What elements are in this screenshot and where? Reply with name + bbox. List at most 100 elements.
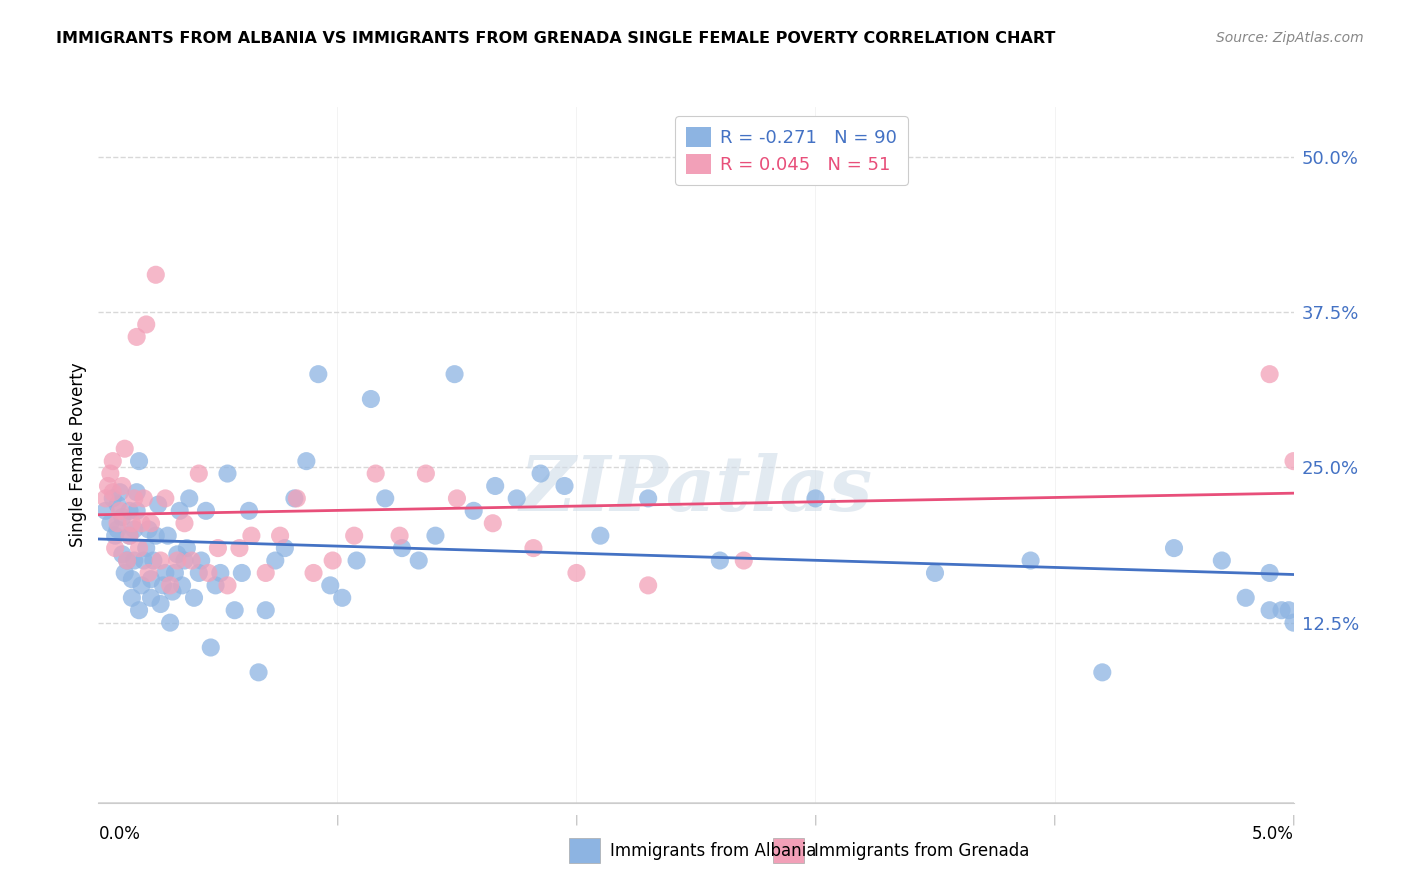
Point (364, 467, 387, 481)
Point (391, 541, 413, 555)
Point (285, 491, 308, 506)
Point (97, 479, 120, 493)
Point (343, 529, 366, 543)
Point (484, 479, 506, 493)
Point (173, 516, 195, 531)
Point (1258, 566, 1281, 580)
Point (425, 529, 447, 543)
Point (408, 553, 430, 567)
Point (125, 485, 148, 500)
Point (124, 523, 146, 537)
Point (118, 504, 141, 518)
Point (415, 467, 437, 481)
Point (554, 479, 576, 493)
Point (179, 491, 201, 506)
Point (173, 553, 195, 567)
Text: |: | (814, 814, 817, 825)
Point (101, 491, 124, 506)
Point (172, 578, 194, 592)
Point (135, 318, 157, 332)
Point (104, 541, 127, 555)
Point (121, 572, 143, 586)
Point (128, 454, 150, 468)
Point (506, 491, 529, 506)
Point (733, 553, 755, 567)
Point (1271, 603, 1294, 617)
Point (180, 553, 202, 567)
Point (565, 566, 588, 580)
Point (139, 516, 162, 531)
Point (443, 367, 465, 381)
Point (269, 529, 291, 543)
Point (125, 330, 148, 344)
Point (159, 578, 181, 592)
Point (128, 541, 150, 555)
Point (124, 553, 146, 567)
Point (637, 491, 659, 506)
Point (190, 553, 212, 567)
Point (1163, 541, 1185, 555)
Point (204, 578, 226, 592)
Point (115, 553, 138, 567)
Point (100, 516, 122, 531)
Point (187, 566, 209, 580)
Point (446, 491, 468, 506)
Point (145, 268, 167, 282)
Text: 5.0%: 5.0% (1251, 825, 1294, 843)
Point (163, 566, 186, 580)
Point (247, 665, 270, 680)
Y-axis label: Single Female Poverty: Single Female Poverty (69, 363, 87, 547)
Point (254, 603, 277, 617)
Point (124, 491, 146, 506)
Text: |: | (336, 814, 339, 825)
Point (1019, 553, 1042, 567)
Point (374, 491, 396, 506)
Point (197, 566, 219, 580)
Point (149, 553, 172, 567)
Point (162, 584, 184, 599)
Point (166, 547, 188, 561)
Point (388, 529, 411, 543)
Point (108, 504, 131, 518)
Point (238, 504, 260, 518)
Point (121, 591, 143, 605)
Point (187, 467, 209, 481)
Point (176, 541, 198, 555)
Point (1282, 615, 1305, 630)
Point (924, 566, 946, 580)
Point (200, 640, 222, 655)
Point (111, 479, 134, 493)
Point (209, 566, 232, 580)
Point (100, 467, 122, 481)
Point (145, 529, 167, 543)
Point (295, 454, 318, 468)
Point (302, 566, 325, 580)
Point (481, 516, 505, 531)
Point (1234, 591, 1257, 605)
Point (322, 553, 344, 567)
Point (346, 553, 368, 567)
Text: ZIPatlas: ZIPatlas (519, 453, 873, 526)
Point (217, 467, 239, 481)
Point (101, 454, 124, 468)
Point (207, 541, 229, 555)
Point (118, 529, 141, 543)
Point (166, 553, 188, 567)
Point (148, 498, 170, 512)
Point (1258, 367, 1281, 381)
Point (94, 491, 117, 506)
Point (139, 591, 162, 605)
Point (155, 566, 177, 580)
Point (138, 523, 160, 537)
Text: Immigrants from Albania: Immigrants from Albania (610, 842, 817, 860)
Point (240, 529, 263, 543)
Point (183, 591, 205, 605)
Point (228, 541, 250, 555)
Point (463, 504, 485, 518)
Point (142, 553, 165, 567)
Text: Immigrants from Grenada: Immigrants from Grenada (814, 842, 1029, 860)
Point (307, 367, 329, 381)
Point (114, 442, 136, 456)
Point (131, 516, 153, 531)
Point (149, 597, 172, 611)
